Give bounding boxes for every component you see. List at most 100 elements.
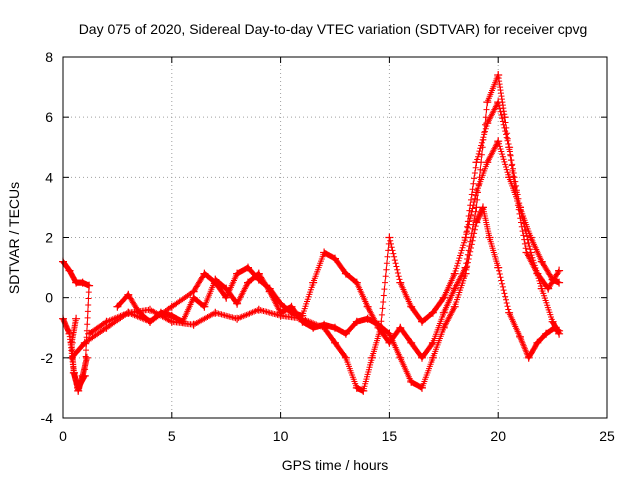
data-point-marker	[85, 289, 92, 296]
data-point-marker	[555, 268, 562, 275]
data-point-marker	[519, 228, 526, 235]
data-point-marker	[529, 254, 536, 261]
data-point	[439, 323, 448, 332]
data-point-marker	[498, 112, 505, 118]
data-point-marker	[499, 118, 506, 125]
data-point	[298, 317, 307, 326]
data-point	[555, 266, 564, 275]
data-point-marker	[378, 311, 385, 318]
data-point-marker	[521, 240, 528, 247]
data-point-marker	[496, 105, 503, 112]
data-point	[363, 302, 372, 311]
data-point	[341, 353, 350, 362]
data-point	[178, 317, 187, 326]
data-point-marker	[522, 245, 529, 252]
data-point	[368, 353, 376, 362]
data-point-marker	[500, 121, 507, 128]
data-point-marker	[467, 215, 474, 222]
data-point-marker	[342, 353, 349, 360]
data-point-marker	[497, 274, 504, 281]
data-point-marker	[499, 153, 506, 160]
data-point-marker	[503, 166, 510, 173]
data-point-marker	[503, 164, 509, 170]
data-series-layer	[59, 71, 564, 395]
data-point-marker	[468, 196, 474, 203]
data-point-marker	[499, 280, 506, 287]
data-point	[189, 320, 198, 329]
data-point-marker	[504, 137, 511, 144]
data-point	[211, 275, 220, 284]
data-point	[418, 383, 426, 392]
x-tick-label: 10	[273, 428, 289, 444]
data-point-marker	[503, 131, 509, 138]
data-point-marker	[498, 277, 505, 284]
data-point	[200, 302, 209, 311]
data-point-marker	[85, 295, 92, 302]
data-point-marker	[469, 186, 476, 193]
data-point-marker	[506, 148, 513, 155]
data-point-marker	[478, 142, 485, 149]
data-point-marker	[530, 257, 537, 264]
axis-ticks	[62, 56, 608, 419]
data-point-marker	[471, 195, 478, 202]
data-point	[505, 143, 514, 152]
x-tick-label: 5	[168, 428, 176, 444]
data-point-marker	[472, 192, 479, 199]
data-point	[385, 329, 394, 338]
data-point-marker	[390, 250, 397, 257]
x-tick-label: 25	[599, 428, 615, 444]
data-point-marker	[456, 255, 463, 262]
data-point-marker	[464, 263, 471, 270]
data-point	[146, 317, 154, 326]
data-point	[396, 278, 405, 287]
data-point	[428, 353, 437, 362]
data-point	[69, 368, 78, 377]
data-point-marker	[463, 231, 470, 238]
data-point-marker	[468, 191, 475, 198]
data-point-marker	[393, 263, 400, 270]
data-point	[233, 314, 242, 323]
data-point	[254, 269, 263, 278]
data-point	[418, 317, 426, 326]
series-trace	[88, 100, 560, 392]
data-point-marker	[534, 272, 541, 279]
data-point-marker	[471, 226, 478, 233]
data-point-marker	[82, 353, 89, 360]
grid-lines	[63, 57, 607, 418]
data-point	[363, 314, 372, 323]
data-point-marker	[381, 286, 388, 293]
data-point-marker	[502, 293, 509, 300]
data-point-marker	[388, 244, 395, 251]
data-point-marker	[466, 218, 473, 225]
data-point	[80, 338, 89, 347]
data-point	[524, 353, 533, 362]
data-point-marker	[471, 230, 478, 237]
data-point	[537, 257, 546, 266]
x-tick-label: 0	[59, 428, 67, 444]
y-tick-label: -4	[41, 410, 54, 426]
data-point	[233, 269, 242, 278]
data-point-marker	[510, 165, 516, 172]
data-point	[418, 353, 426, 362]
data-point-marker	[468, 245, 474, 251]
data-point-marker	[496, 102, 502, 109]
data-point	[352, 317, 361, 326]
data-point	[374, 320, 383, 329]
data-point	[407, 302, 416, 311]
data-point-marker	[482, 128, 488, 135]
data-point	[309, 323, 318, 332]
data-point-marker	[480, 134, 487, 141]
data-point	[320, 248, 329, 257]
data-point	[479, 203, 487, 212]
data-point	[78, 371, 87, 380]
data-point-marker	[537, 280, 544, 287]
data-point-marker	[510, 170, 517, 176]
data-point-marker	[497, 108, 504, 115]
data-point	[352, 383, 361, 392]
data-point-marker	[503, 300, 510, 306]
data-point	[485, 233, 494, 242]
data-point-marker	[508, 157, 515, 164]
data-point-marker	[479, 136, 486, 143]
x-tick-label: 20	[490, 428, 506, 444]
